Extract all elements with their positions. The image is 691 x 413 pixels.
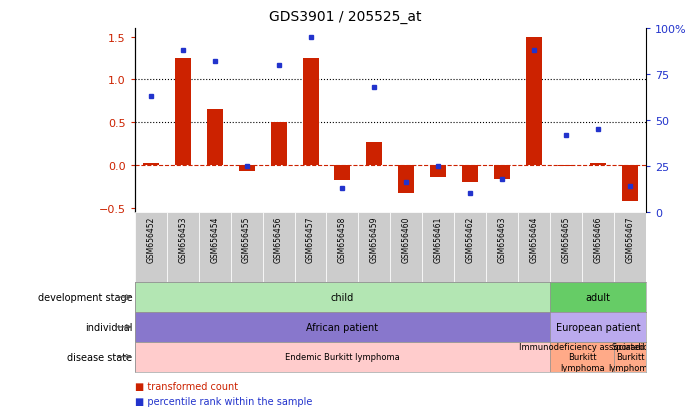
Text: ■ percentile rank within the sample: ■ percentile rank within the sample	[135, 396, 312, 406]
Bar	[430, 165, 446, 177]
Text: GSM656457: GSM656457	[306, 216, 315, 262]
Text: GSM656463: GSM656463	[498, 216, 507, 262]
Bar	[390, 212, 422, 282]
Bar	[582, 212, 614, 282]
Bar	[550, 342, 614, 372]
Bar	[167, 212, 199, 282]
Bar	[486, 212, 518, 282]
Text: GSM656465: GSM656465	[562, 216, 571, 262]
Text: Endemic Burkitt lymphoma: Endemic Burkitt lymphoma	[285, 352, 400, 361]
Text: adult: adult	[586, 292, 611, 302]
Text: GSM656456: GSM656456	[274, 216, 283, 262]
Bar	[135, 312, 550, 342]
Text: GSM656459: GSM656459	[370, 216, 379, 262]
Bar	[294, 212, 327, 282]
Bar	[271, 123, 287, 165]
Bar	[327, 212, 359, 282]
Bar	[207, 110, 223, 165]
Bar	[622, 165, 638, 201]
Bar	[462, 165, 478, 183]
Bar	[550, 212, 582, 282]
Bar	[550, 312, 646, 342]
Text: GSM656454: GSM656454	[210, 216, 219, 262]
Bar	[455, 212, 486, 282]
Text: GSM656462: GSM656462	[466, 216, 475, 262]
Bar	[614, 342, 646, 372]
Bar	[231, 212, 263, 282]
Bar	[334, 165, 350, 181]
Bar	[359, 212, 390, 282]
Text: GSM656461: GSM656461	[434, 216, 443, 262]
Bar	[518, 212, 550, 282]
Text: GSM656455: GSM656455	[242, 216, 251, 262]
Text: GSM656467: GSM656467	[625, 216, 634, 262]
Bar	[135, 342, 550, 372]
Text: GDS3901 / 205525_at: GDS3901 / 205525_at	[269, 10, 422, 24]
Text: ■ transformed count: ■ transformed count	[135, 381, 238, 391]
Bar	[422, 212, 455, 282]
Bar	[238, 165, 254, 171]
Text: GSM656453: GSM656453	[178, 216, 187, 262]
Bar	[558, 165, 574, 167]
Text: individual: individual	[85, 322, 132, 332]
Text: European patient: European patient	[556, 322, 641, 332]
Bar	[399, 165, 415, 194]
Bar	[199, 212, 231, 282]
Text: Sporadic
Burkitt
lymphoma: Sporadic Burkitt lymphoma	[608, 342, 652, 372]
Bar	[175, 59, 191, 165]
Text: GSM656458: GSM656458	[338, 216, 347, 262]
Text: child: child	[331, 292, 354, 302]
Bar	[135, 212, 167, 282]
Bar	[263, 212, 294, 282]
Bar	[303, 59, 319, 165]
Bar	[614, 212, 646, 282]
Bar	[143, 164, 159, 165]
Text: African patient: African patient	[306, 322, 379, 332]
Text: GSM656466: GSM656466	[594, 216, 603, 262]
Bar	[494, 165, 510, 180]
Text: GSM656460: GSM656460	[402, 216, 411, 262]
Bar	[366, 142, 382, 165]
Bar	[527, 38, 542, 165]
Bar	[550, 282, 646, 312]
Text: Immunodeficiency associated
Burkitt
lymphoma: Immunodeficiency associated Burkitt lymp…	[520, 342, 645, 372]
Text: GSM656452: GSM656452	[146, 216, 155, 262]
Text: disease state: disease state	[67, 352, 132, 362]
Bar	[590, 164, 606, 165]
Bar	[135, 282, 550, 312]
Text: GSM656464: GSM656464	[530, 216, 539, 262]
Text: development stage: development stage	[37, 292, 132, 302]
